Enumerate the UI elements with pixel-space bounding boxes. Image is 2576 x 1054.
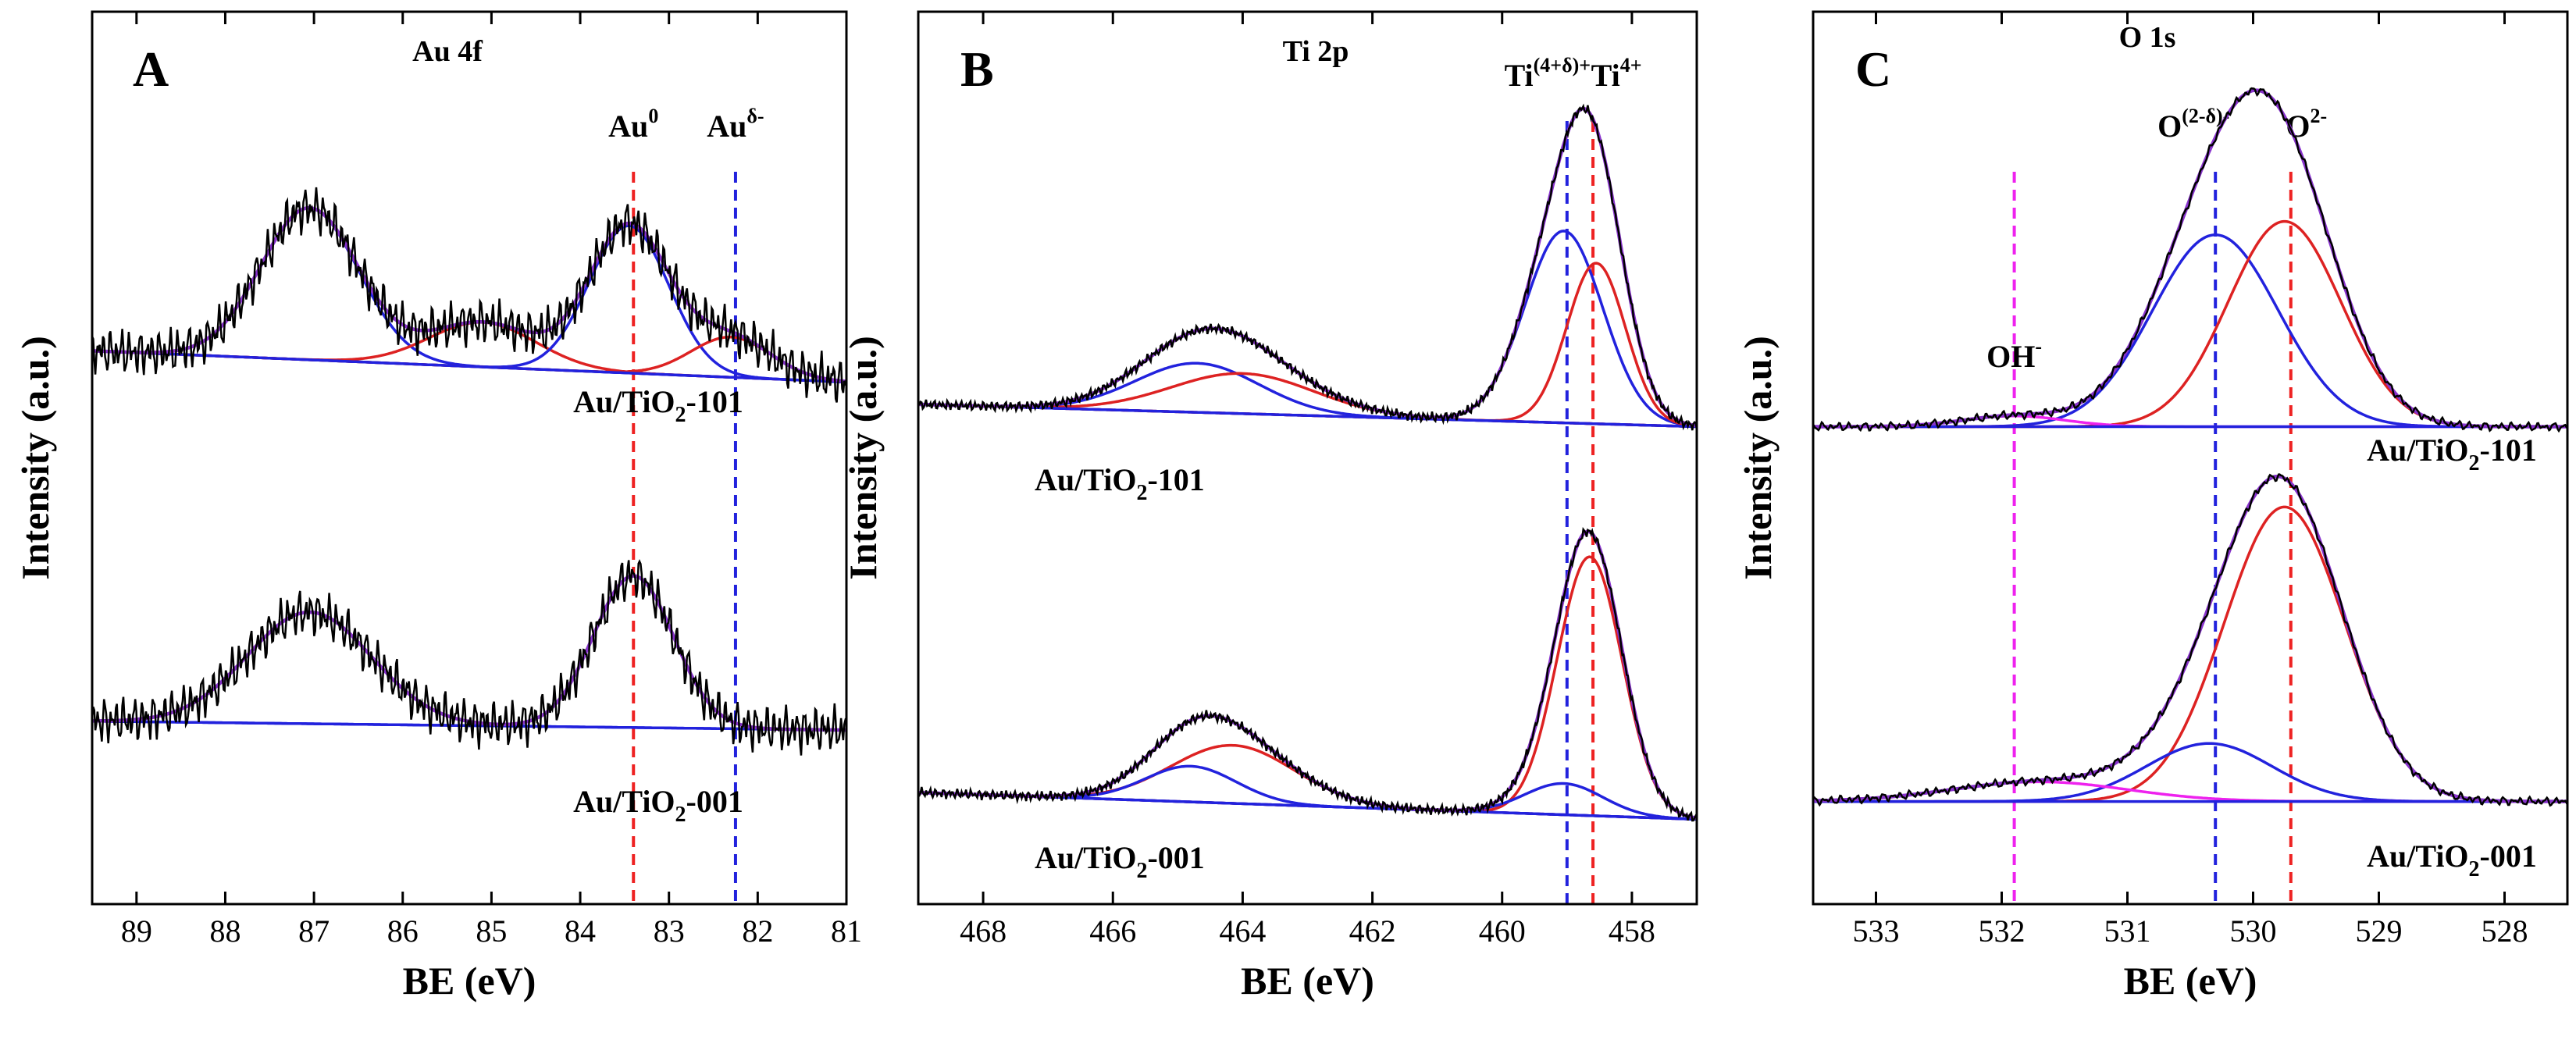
- background-line: [92, 349, 846, 384]
- x-tick-label: 462: [1349, 913, 1396, 949]
- panel-A: Au0 Auδ- Au/TiO2-101 Au/TiO2-001 89 88 87 86 85 8…: [13, 10, 862, 1002]
- y-axis-label: Intensity (a.u.): [13, 336, 57, 580]
- fit-component: [1813, 219, 2567, 429]
- trace-label: Au/TiO2-001: [1035, 840, 1205, 883]
- trace-label: Au/TiO2-001: [2367, 839, 2537, 881]
- trace-label: Au/TiO2-001: [573, 784, 743, 827]
- x-tick-label: 81: [831, 913, 862, 949]
- x-tick-label: 531: [2104, 913, 2151, 949]
- x-tick-label: 530: [2230, 913, 2277, 949]
- x-tick-label: 466: [1089, 913, 1136, 949]
- panel-title: Ti 2p: [1283, 35, 1349, 68]
- x-tick-label: 533: [1853, 913, 1900, 949]
- panel-title: O 1s: [2119, 21, 2176, 54]
- plot-frame: [917, 10, 1698, 906]
- raw-data-line: [92, 559, 846, 756]
- plot-area: [92, 187, 846, 756]
- trace-label: Au/TiO2-101: [1035, 462, 1205, 505]
- reference-label: Ti(4+δ)+: [1505, 54, 1591, 93]
- x-tick-label: 84: [565, 913, 596, 949]
- x-tick-label: 532: [1979, 913, 2026, 949]
- y-axis-label: Intensity (a.u.): [841, 336, 885, 580]
- reference-label: O(2-δ)-: [2157, 105, 2229, 144]
- x-tick-label: 468: [960, 913, 1007, 949]
- panel-B: Ti(4+δ)+ Ti4+ Au/TiO2-101 Au/TiO2-001 468 466…: [841, 10, 1698, 1002]
- reference-label: Ti4+: [1591, 54, 1642, 93]
- raw-data-line: [1813, 87, 2567, 433]
- raw-data-line: [918, 103, 1697, 431]
- fit-component: [1813, 233, 2567, 429]
- plot-area: [1813, 87, 2567, 807]
- panel-letter: B: [960, 41, 994, 97]
- panel-C: OH- O(2-δ)- O2- Au/TiO2-101 Au/TiO2-001 533 53…: [1736, 10, 2569, 1002]
- x-tick-label: 87: [298, 913, 330, 949]
- background-line: [918, 403, 1697, 429]
- trace-label: Au/TiO2-101: [2367, 433, 2537, 475]
- raw-data-line: [92, 187, 846, 403]
- panel-letter: A: [133, 41, 169, 97]
- reference-label: O2-: [2286, 105, 2327, 144]
- fit-component: [918, 361, 1697, 429]
- fit-component: [918, 782, 1697, 821]
- x-tick-label: 89: [121, 913, 152, 949]
- plot-area: [918, 103, 1697, 822]
- reference-label: Auδ-: [707, 105, 764, 144]
- reference-label: OH-: [1986, 335, 2042, 374]
- x-tick-label: 458: [1609, 913, 1655, 949]
- x-axis-label: BE (eV): [2124, 959, 2257, 1002]
- fit-component: [918, 230, 1697, 428]
- plot-frame: [1812, 10, 2569, 906]
- x-tick-label: 529: [2356, 913, 2403, 949]
- plot-frame: [91, 10, 848, 906]
- x-tick-label: 85: [476, 913, 507, 949]
- x-axis-label: BE (eV): [1241, 959, 1374, 1002]
- x-tick-label: 528: [2482, 913, 2528, 949]
- x-tick-label: 460: [1479, 913, 1526, 949]
- x-tick-label: 464: [1219, 913, 1266, 949]
- x-tick-label: 82: [742, 913, 773, 949]
- reference-label: Au0: [608, 105, 658, 144]
- raw-data-line: [918, 526, 1697, 822]
- raw-data-line: [1813, 473, 2567, 807]
- fit-envelope: [1813, 474, 2567, 803]
- x-tick-label: 88: [209, 913, 240, 949]
- y-axis-label: Intensity (a.u.): [1736, 336, 1780, 580]
- panel-letter: C: [1855, 41, 1891, 97]
- panel-title: Au 4f: [412, 35, 483, 68]
- x-tick-label: 83: [654, 913, 685, 949]
- x-tick-label: 86: [387, 913, 419, 949]
- fit-component: [918, 743, 1697, 821]
- fit-component: [918, 262, 1697, 428]
- trace-label: Au/TiO2-101: [573, 384, 743, 427]
- x-axis-label: BE (eV): [403, 959, 536, 1002]
